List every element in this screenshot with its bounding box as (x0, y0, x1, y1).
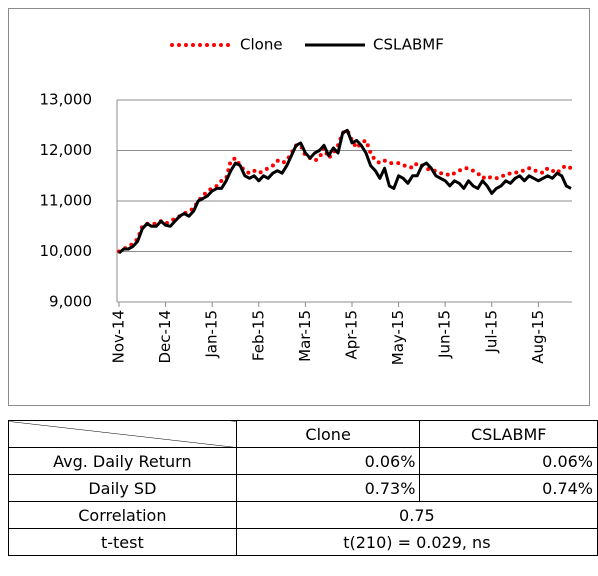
y-tick-label: 9,000 (49, 293, 92, 311)
x-tick-label: Feb-15 (249, 310, 267, 361)
y-tick-label: 10,000 (40, 242, 93, 260)
table-row: Daily SD 0.73% 0.74% (8, 474, 598, 502)
series-line (118, 128, 572, 255)
row-label: Daily SD (8, 474, 237, 502)
cell: t(210) = 0.029, ns (235, 528, 598, 556)
x-tick-label: Mar-15 (296, 310, 314, 362)
x-tick-label: May-15 (389, 310, 407, 365)
x-tick-label: Nov-14 (110, 310, 128, 363)
y-tick-label: 11,000 (40, 192, 93, 210)
x-tick-label: Apr-15 (342, 310, 360, 360)
cell: 0.74% (419, 474, 598, 502)
chart: 9,000 10,000 11,000 12,000 13,000 Nov-14 Dec-1… (40, 36, 573, 365)
legend-label: CSLABMF (373, 36, 444, 54)
cell: 0.06% (419, 447, 598, 475)
corner-cell (8, 420, 237, 448)
series-line (117, 127, 573, 254)
table-row: Correlation 0.75 (8, 501, 598, 529)
cell: 0.06% (235, 447, 421, 475)
x-tick-label: Aug-15 (529, 310, 547, 364)
table-row: Avg. Daily Return 0.06% 0.06% (8, 447, 598, 475)
row-label: t-test (8, 528, 237, 556)
header-cell: Clone (235, 420, 421, 448)
x-tick-label: Jul-15 (482, 310, 500, 354)
row-label: Correlation (8, 501, 237, 529)
x-tick-label: Jun-15 (436, 310, 454, 359)
y-tick-label: 12,000 (40, 141, 93, 159)
cell: 0.73% (235, 474, 421, 502)
row-label: Avg. Daily Return (8, 447, 237, 475)
table-header: Clone CSLABMF (8, 420, 598, 448)
x-tick-label: Dec-14 (156, 310, 174, 364)
legend-label: Clone (240, 36, 283, 54)
y-tick-label: 13,000 (40, 91, 93, 109)
x-tick-label: Jan-15 (203, 310, 221, 359)
header-cell: CSLABMF (419, 420, 598, 448)
stats-table: Clone CSLABMF Avg. Daily Return 0.06% 0.06%… (8, 420, 598, 556)
chart-frame (8, 8, 590, 406)
cell: 0.75 (235, 501, 598, 529)
table-row: t-test t(210) = 0.029, ns (8, 528, 598, 556)
